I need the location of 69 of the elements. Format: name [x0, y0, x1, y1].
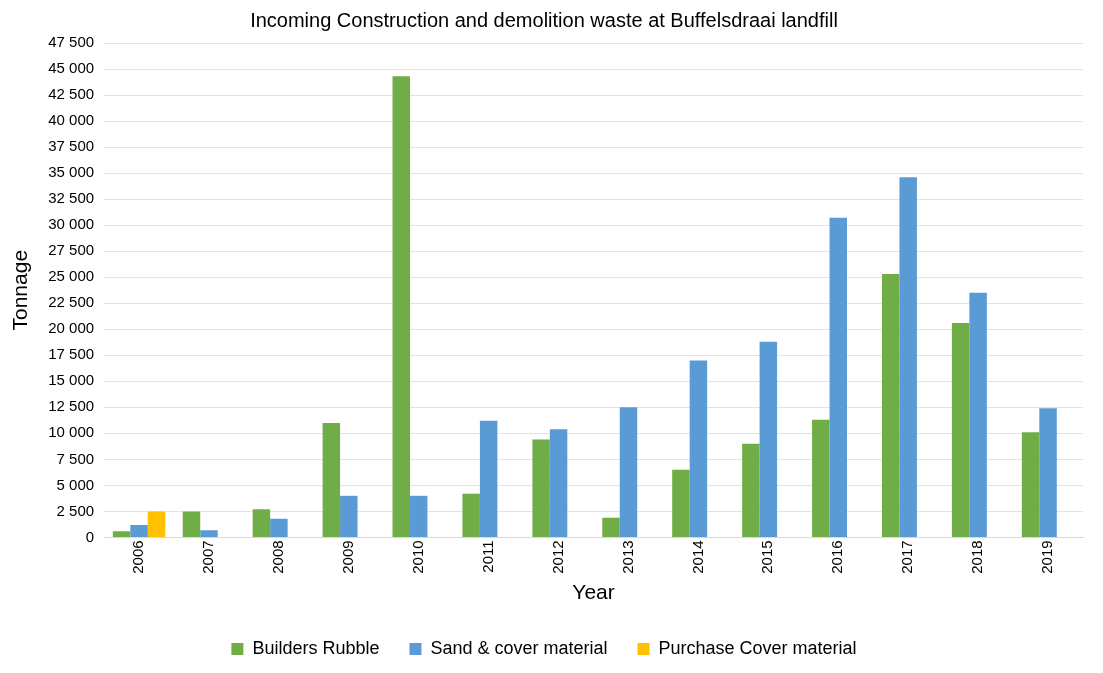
x-tick-label: 2007	[199, 540, 217, 574]
bar	[812, 419, 830, 537]
bar	[462, 493, 480, 537]
bar	[672, 469, 690, 537]
y-tick-label: 5 000	[56, 475, 95, 493]
legend-label: Sand & cover material	[430, 637, 608, 658]
x-tick-label: 2018	[968, 540, 986, 574]
x-tick-label: 2006	[129, 540, 147, 574]
y-tick-label: 27 500	[48, 241, 95, 259]
bar	[602, 517, 620, 537]
bar	[742, 443, 760, 537]
bar	[969, 292, 987, 537]
chart-title: Incoming Construction and demolition waste at Buffelsdraai landfill	[250, 8, 838, 31]
y-tick-label: 35 000	[48, 163, 95, 181]
y-tick-label: 37 500	[48, 137, 95, 155]
bar	[951, 323, 970, 537]
x-axis-title: Year	[572, 580, 615, 604]
x-tick-label: 2009	[338, 540, 356, 574]
bar	[881, 274, 900, 537]
y-tick-label: 45 000	[48, 59, 95, 77]
bar	[409, 495, 428, 537]
bar	[619, 407, 638, 537]
bar	[322, 422, 341, 537]
bar	[532, 439, 550, 537]
y-tick-label: 20 000	[48, 319, 95, 337]
y-tick-label: 12 500	[48, 397, 95, 415]
bar	[549, 429, 568, 537]
x-tick-label: 2010	[408, 540, 426, 574]
x-tick-label: 2015	[758, 540, 776, 574]
x-tick-label: 2008	[269, 540, 287, 574]
x-tick-label: 2016	[828, 540, 846, 574]
y-tick-label: 47 500	[48, 33, 95, 51]
y-axis-title: Tonnage	[8, 249, 32, 331]
y-tick-label: 30 000	[48, 215, 95, 233]
y-tick-label: 40 000	[48, 111, 95, 129]
bar	[147, 511, 166, 537]
bar	[829, 217, 848, 537]
bar	[200, 530, 218, 537]
legend-label: Purchase Cover material	[658, 637, 857, 658]
y-tick-label: 17 500	[48, 345, 95, 363]
bar	[1021, 432, 1040, 537]
y-tick-label: 0	[85, 527, 95, 545]
x-tick-label: 2013	[618, 540, 636, 574]
bar	[182, 511, 201, 537]
bar	[479, 420, 498, 537]
bar	[392, 76, 410, 537]
y-tick-label: 15 000	[48, 371, 95, 389]
x-tick-label: 2017	[898, 540, 916, 574]
bar	[759, 341, 778, 537]
bar	[130, 524, 148, 537]
x-tick-label: 2011	[478, 540, 496, 573]
y-tick-label: 22 500	[48, 293, 95, 311]
bar	[1039, 408, 1057, 537]
y-tick-label: 7 500	[56, 449, 95, 467]
bar	[252, 509, 271, 537]
bar	[689, 360, 708, 537]
bar	[112, 531, 131, 537]
legend-label: Builders Rubble	[252, 637, 380, 658]
bar	[340, 495, 358, 537]
y-tick-label: 25 000	[48, 267, 95, 285]
y-tick-label: 10 000	[48, 423, 95, 441]
x-tick-label: 2019	[1038, 540, 1056, 574]
bar	[899, 177, 917, 537]
y-tick-label: 42 500	[48, 85, 95, 103]
x-tick-label: 2014	[688, 540, 706, 574]
y-tick-label: 2 500	[56, 501, 95, 519]
y-tick-label: 32 500	[48, 189, 95, 207]
x-tick-label: 2012	[548, 540, 566, 574]
bar	[270, 518, 288, 537]
